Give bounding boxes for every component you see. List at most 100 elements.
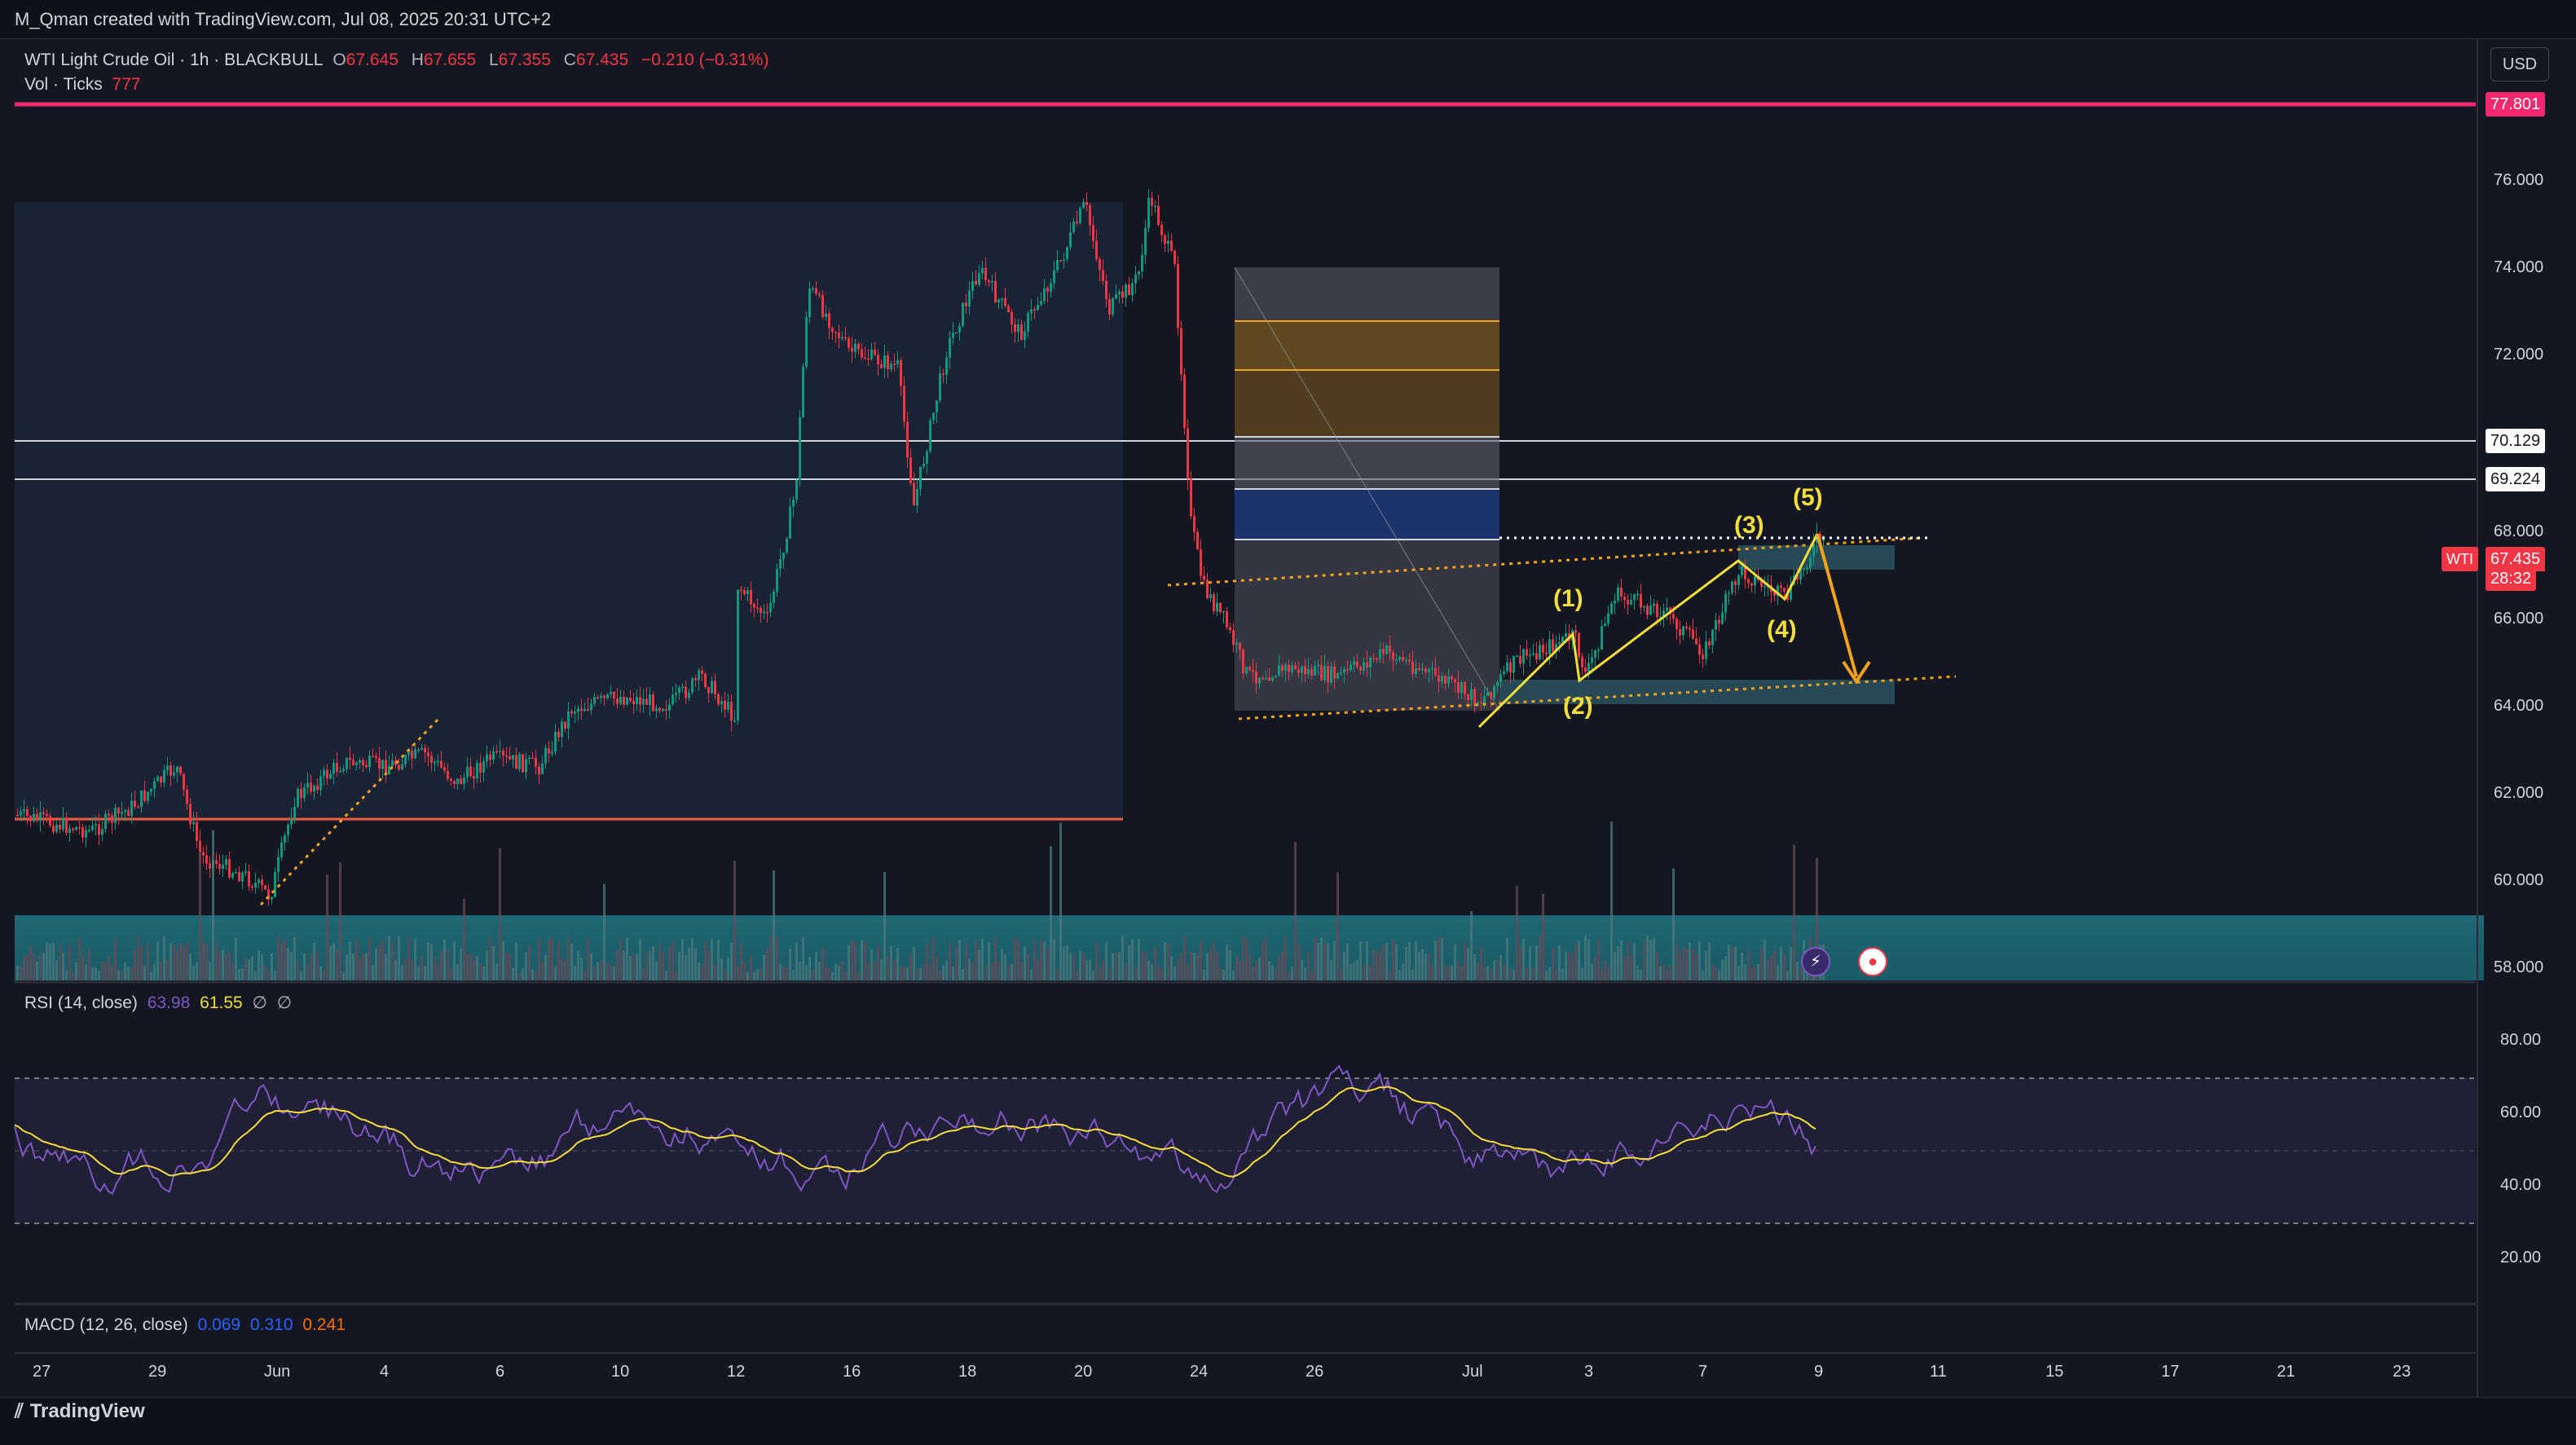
- volume-bar: [1307, 952, 1310, 980]
- volume-bar: [1284, 936, 1287, 980]
- candle-body: [1160, 225, 1163, 236]
- candle-body: [1513, 655, 1515, 673]
- us-flag-event-icon[interactable]: ●: [1858, 947, 1887, 976]
- candle-body: [248, 871, 250, 887]
- rsi-legend[interactable]: RSI (14, close) 63.98 61.55 ∅ ∅: [24, 993, 297, 1013]
- volume-bar: [828, 967, 830, 980]
- volume-bar: [958, 941, 961, 980]
- volume-bar: [854, 942, 856, 980]
- level-price-tag[interactable]: 69.224: [2486, 467, 2546, 491]
- wave-3-label[interactable]: (3): [1734, 512, 1764, 539]
- candle-body: [492, 751, 495, 760]
- tradingview-logo[interactable]: ⫽ TradingView: [15, 1400, 145, 1423]
- volume-bar: [746, 971, 749, 980]
- candle-body: [209, 863, 211, 869]
- candle-body: [1265, 677, 1267, 680]
- ticker-tag[interactable]: WTI: [2442, 547, 2478, 571]
- wave-5-label[interactable]: (5): [1793, 484, 1823, 511]
- candle-body: [1353, 661, 1355, 665]
- volume-bar: [577, 950, 579, 980]
- candle-body: [1320, 664, 1323, 681]
- volume-label[interactable]: Vol · Ticks: [24, 75, 103, 94]
- candle-body: [932, 412, 935, 421]
- volume-bar: [101, 962, 103, 980]
- candle-body: [1428, 669, 1430, 672]
- volume-bar: [1545, 971, 1548, 980]
- time-tick: 18: [958, 1363, 977, 1381]
- volume-bar: [1092, 970, 1094, 980]
- volume-bar: [1167, 943, 1169, 980]
- symbol-legend[interactable]: WTI Light Crude Oil · 1h · BLACKBULL O67…: [24, 51, 773, 70]
- projection-arrow[interactable]: [1816, 533, 1858, 677]
- volume-bar: [1425, 954, 1427, 980]
- volume-bar: [821, 947, 824, 980]
- level-price-tag[interactable]: 70.129: [2486, 429, 2546, 453]
- volume-bar: [205, 944, 208, 980]
- candle-body: [1105, 280, 1107, 300]
- volume-bar: [802, 937, 804, 980]
- volume-bar: [1340, 968, 1342, 980]
- volume-bar: [1473, 954, 1476, 980]
- rising-trendline[interactable]: [259, 716, 442, 906]
- volume-bar: [1796, 962, 1799, 980]
- volume-bar: [1467, 947, 1469, 980]
- candle-body: [981, 267, 984, 274]
- volume-bar: [1695, 954, 1698, 980]
- candle-body: [1213, 594, 1215, 611]
- candle-body: [1219, 602, 1222, 613]
- candle-body: [870, 349, 873, 359]
- candle-body: [1666, 607, 1668, 611]
- volume-bar: [1597, 939, 1600, 980]
- volume-bar: [1451, 965, 1453, 980]
- candle-body: [355, 762, 358, 765]
- symbol-name[interactable]: WTI Light Crude Oil · 1h · BLACKBULL: [24, 51, 324, 69]
- resistance-price-tag[interactable]: 77.801: [2486, 92, 2546, 117]
- volume-bar: [1066, 945, 1068, 980]
- volume-bar: [1112, 953, 1114, 980]
- volume-bar: [1271, 964, 1274, 980]
- candle-body: [225, 859, 227, 866]
- candle-body: [1134, 274, 1137, 284]
- volume-bar: [932, 936, 935, 980]
- lightning-event-icon[interactable]: ⚡: [1801, 947, 1830, 976]
- volume-bar: [1030, 969, 1033, 980]
- candle-body: [349, 757, 351, 760]
- wave-1-label[interactable]: (1): [1553, 585, 1583, 612]
- volume-bar: [1552, 947, 1554, 980]
- chart-canvas[interactable]: [0, 39, 2576, 1397]
- candle-body: [1275, 676, 1277, 678]
- candle-body: [1359, 667, 1362, 671]
- candle-body: [1196, 531, 1199, 550]
- candle-body: [1076, 222, 1078, 223]
- volume-legend[interactable]: Vol · Ticks 777: [24, 75, 146, 95]
- volume-bar: [453, 941, 456, 980]
- volume-bar: [212, 830, 214, 980]
- macd-label[interactable]: MACD (12, 26, close): [24, 1315, 188, 1334]
- lower-channel-line[interactable]: [1238, 675, 1957, 720]
- candle-body: [473, 776, 475, 779]
- candle-body: [160, 776, 162, 783]
- volume-bar: [518, 971, 521, 980]
- volume-bar: [838, 965, 840, 980]
- volume-bar: [655, 961, 658, 980]
- volume-bar: [1239, 961, 1241, 980]
- candle-body: [1532, 653, 1535, 655]
- wave-4-label[interactable]: (4): [1767, 616, 1797, 643]
- elliott-wave-path[interactable]: [1477, 533, 1819, 729]
- volume-bar: [1376, 950, 1378, 980]
- rsi-tick: 80.00: [2500, 1031, 2542, 1049]
- volume-bar: [799, 961, 801, 980]
- volume-bar: [834, 963, 837, 980]
- candle-body: [1330, 666, 1332, 683]
- wave-2-label[interactable]: (2): [1563, 693, 1593, 720]
- currency-button[interactable]: USD: [2490, 47, 2549, 82]
- fibonacci-retracement[interactable]: [1234, 267, 1500, 711]
- volume-bar: [1213, 941, 1215, 980]
- macd-legend[interactable]: MACD (12, 26, close) 0.069 0.310 0.241: [24, 1315, 350, 1335]
- candle-body: [1711, 629, 1714, 645]
- volume-bar: [1581, 967, 1583, 980]
- candle-body: [1206, 579, 1209, 598]
- rsi-label[interactable]: RSI (14, close): [24, 993, 138, 1012]
- volume-bar: [815, 951, 817, 980]
- candle-body: [923, 463, 925, 467]
